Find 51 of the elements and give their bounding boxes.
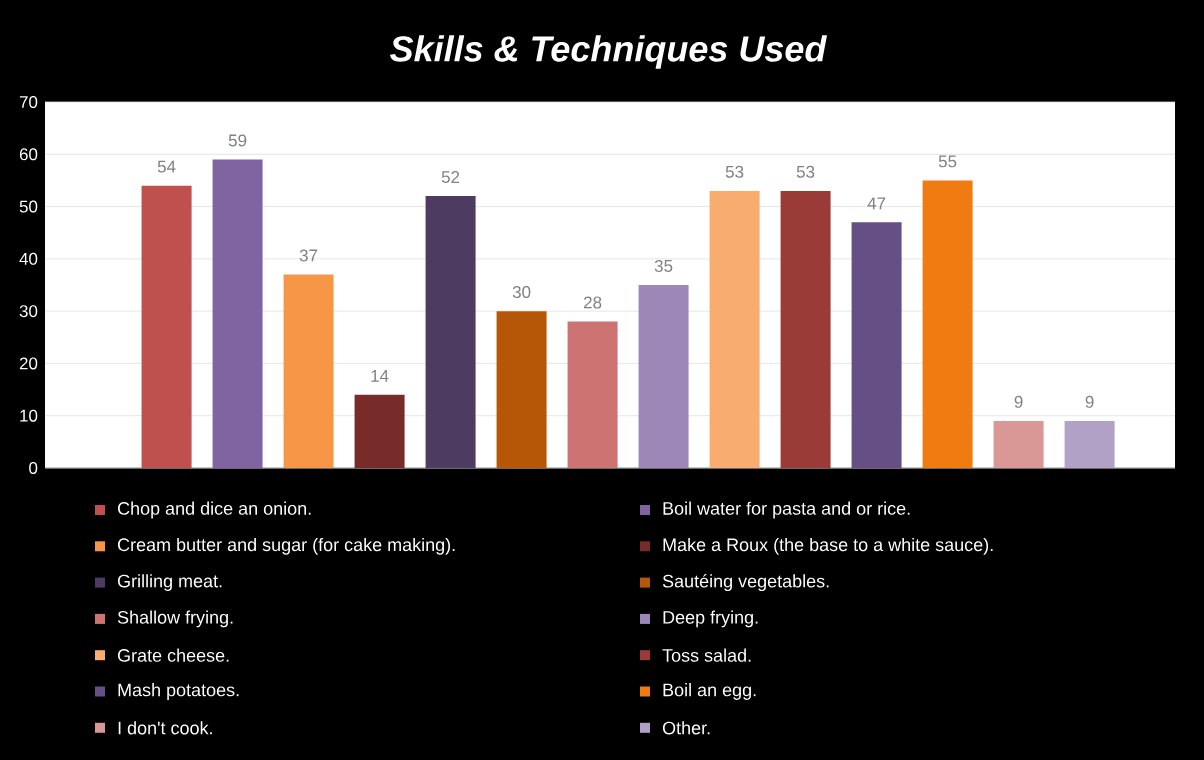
y-tick-label: 50 [19,200,38,213]
bar [780,190,831,468]
y-tick-label: 20 [19,357,38,370]
legend-label: Grilling meat. [117,574,222,591]
y-tick-label: 30 [19,305,38,318]
data-label: 54 [157,160,176,173]
y-tick-label: 40 [19,252,38,265]
y-tick-label: 60 [19,148,38,161]
legend-label: Boil an egg. [663,683,756,700]
bar [638,285,689,468]
data-label: 9 [1014,395,1023,408]
chart-title: Skills & Techniques Used [390,35,828,69]
bar [922,180,973,468]
legend-label: Chop and dice an onion. [117,501,311,519]
legend-label: Shallow frying. [117,610,233,628]
legend-label: Grate cheese. [117,648,229,662]
legend-label: Toss salad. [662,648,751,662]
bar [354,394,405,468]
data-label: 52 [441,171,460,184]
data-label: 53 [725,165,744,178]
data-label: 30 [512,286,531,299]
data-label: 37 [299,249,318,262]
data-label: 55 [938,155,957,168]
data-label: 9 [1085,395,1094,408]
bar [1064,420,1115,468]
bar [283,274,334,468]
legend-label: Deep frying. [663,610,758,628]
bar [496,311,547,468]
data-label: 47 [867,197,886,210]
bar [425,196,476,468]
y-tick-label: 10 [20,409,38,422]
legend-label: Make a Roux (the base to a white sauce). [663,537,993,555]
bar [141,185,192,468]
bar [567,321,618,468]
bar [709,190,760,468]
y-tick-label: 70 [19,96,38,109]
data-label: 28 [583,296,602,309]
data-label: 35 [654,259,673,272]
data-label: 14 [371,370,389,382]
legend-label: Cream butter and sugar (for cake making). [117,537,455,555]
data-label: 53 [796,165,815,178]
legend-label: Mash potatoes. [118,683,239,700]
bar [212,159,263,468]
data-label: 59 [228,134,247,147]
y-tick-label: 0 [29,461,38,475]
legend-label: I don't cook. [118,721,212,735]
legend-label: Sautéing vegetables. [662,574,829,592]
legend-label: Other. [662,721,710,735]
legend-label: Boil water for pasta and or rice. [663,501,910,519]
bar [851,222,902,468]
bar [993,420,1044,468]
